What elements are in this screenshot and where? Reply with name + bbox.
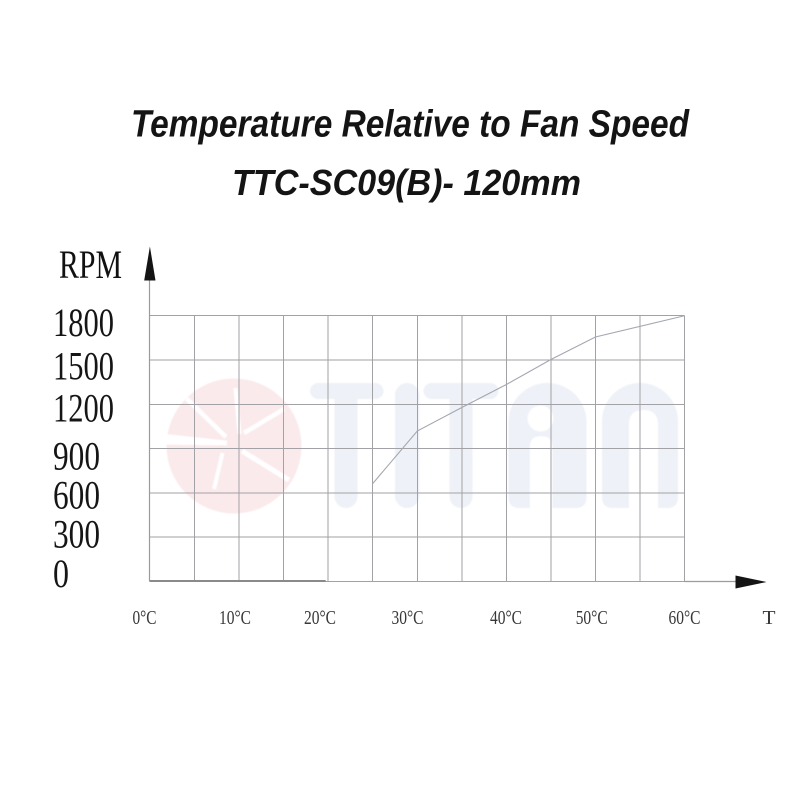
svg-text:60°C: 60°C	[669, 607, 701, 629]
svg-text:T: T	[763, 607, 776, 629]
svg-text:10°C: 10°C	[219, 607, 251, 629]
svg-text:40°C: 40°C	[490, 607, 522, 629]
svg-text:RPM: RPM	[59, 242, 122, 287]
svg-text:1200: 1200	[53, 385, 114, 430]
svg-text:1800: 1800	[53, 300, 114, 345]
svg-text:300: 300	[53, 512, 100, 557]
svg-text:600: 600	[53, 472, 100, 517]
svg-text:50°C: 50°C	[576, 607, 608, 629]
svg-text:Temperature Relative to Fan Sp: Temperature Relative to Fan Speed	[131, 104, 690, 146]
svg-text:0: 0	[53, 551, 69, 596]
svg-text:30°C: 30°C	[392, 607, 424, 629]
svg-text:20°C: 20°C	[304, 607, 336, 629]
svg-text:0°C: 0°C	[133, 607, 157, 629]
svg-text:900: 900	[53, 433, 100, 478]
svg-text:1500: 1500	[53, 344, 114, 389]
svg-text:TTC-SC09(B)- 120mm: TTC-SC09(B)- 120mm	[232, 162, 581, 203]
